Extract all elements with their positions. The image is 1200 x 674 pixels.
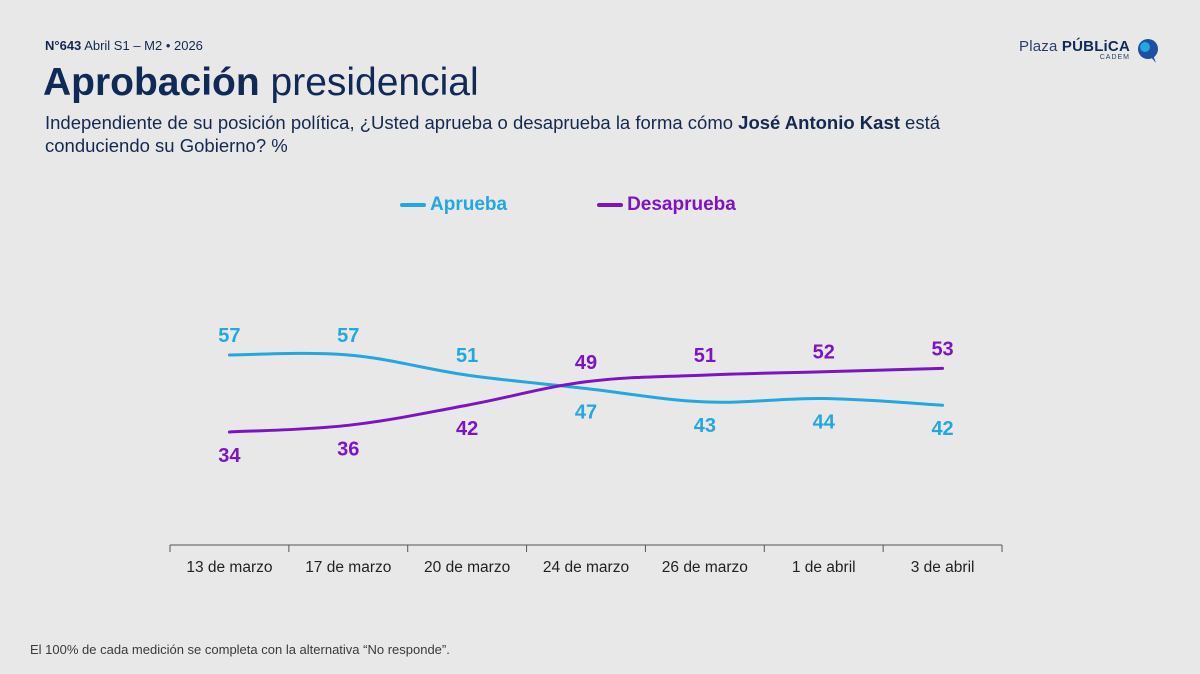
issue-period: Abril S1 – M2 • 2026 bbox=[84, 38, 203, 53]
question-bold: José Antonio Kast bbox=[738, 112, 900, 133]
title-bold: Aprobación bbox=[43, 61, 260, 104]
data-label: 49 bbox=[575, 352, 597, 374]
question-part1: Independiente de su posición política, ¿… bbox=[45, 112, 739, 133]
legend-label-desaprueba: Desaprueba bbox=[627, 194, 736, 215]
logo-sub: CADEM bbox=[1099, 54, 1130, 61]
logo-word2: PÚBLiCA bbox=[1061, 38, 1130, 55]
footnote: El 100% de cada medición se completa con… bbox=[30, 642, 450, 657]
issue-number: N°643 bbox=[45, 38, 82, 53]
data-label: 42 bbox=[931, 418, 953, 440]
chart-legend: Aprueba Desaprueba bbox=[400, 194, 736, 216]
data-label: 47 bbox=[575, 401, 597, 423]
title-rest: presidencial bbox=[270, 61, 479, 104]
data-label: 51 bbox=[456, 345, 478, 367]
x-tick-label: 13 de marzo bbox=[186, 559, 272, 576]
plaza-publica-logo: Plaza PÚBLiCA CADEM bbox=[1019, 38, 1160, 66]
data-label: 44 bbox=[813, 412, 836, 434]
data-label: 42 bbox=[456, 418, 478, 440]
data-label: 34 bbox=[218, 445, 241, 467]
legend-label-aprueba: Aprueba bbox=[430, 194, 508, 215]
x-tick-label: 24 de marzo bbox=[543, 559, 629, 576]
legend-item-desaprueba: Desaprueba bbox=[597, 194, 736, 216]
x-tick-label: 20 de marzo bbox=[424, 559, 510, 576]
legend-item-aprueba: Aprueba bbox=[400, 194, 507, 216]
data-label: 52 bbox=[813, 342, 835, 364]
issue-info: N°643 Abril S1 – M2 • 2026 bbox=[45, 38, 203, 53]
data-label: 53 bbox=[931, 338, 953, 360]
x-tick-label: 26 de marzo bbox=[662, 559, 748, 576]
legend-swatch-aprueba bbox=[400, 203, 426, 207]
speech-bubble-icon bbox=[1138, 39, 1158, 63]
series-line-desaprueba bbox=[227, 366, 945, 434]
series-line-aprueba bbox=[227, 351, 945, 407]
page-title: Aprobación presidencial bbox=[43, 61, 479, 105]
data-label: 57 bbox=[218, 325, 240, 347]
x-tick-label: 1 de abril bbox=[792, 559, 856, 576]
legend-swatch-desaprueba bbox=[597, 203, 624, 207]
data-label: 36 bbox=[337, 438, 359, 460]
survey-question: Independiente de su posición política, ¿… bbox=[45, 111, 1005, 157]
data-label: 57 bbox=[337, 325, 359, 347]
data-label: 51 bbox=[694, 345, 716, 367]
data-label: 43 bbox=[694, 415, 716, 437]
logo-word1: Plaza bbox=[1019, 38, 1058, 55]
question-part2: está conduciendo su Gobierno? % bbox=[45, 112, 941, 157]
x-tick-label: 3 de abril bbox=[911, 559, 975, 576]
x-tick-label: 17 de marzo bbox=[305, 559, 391, 576]
